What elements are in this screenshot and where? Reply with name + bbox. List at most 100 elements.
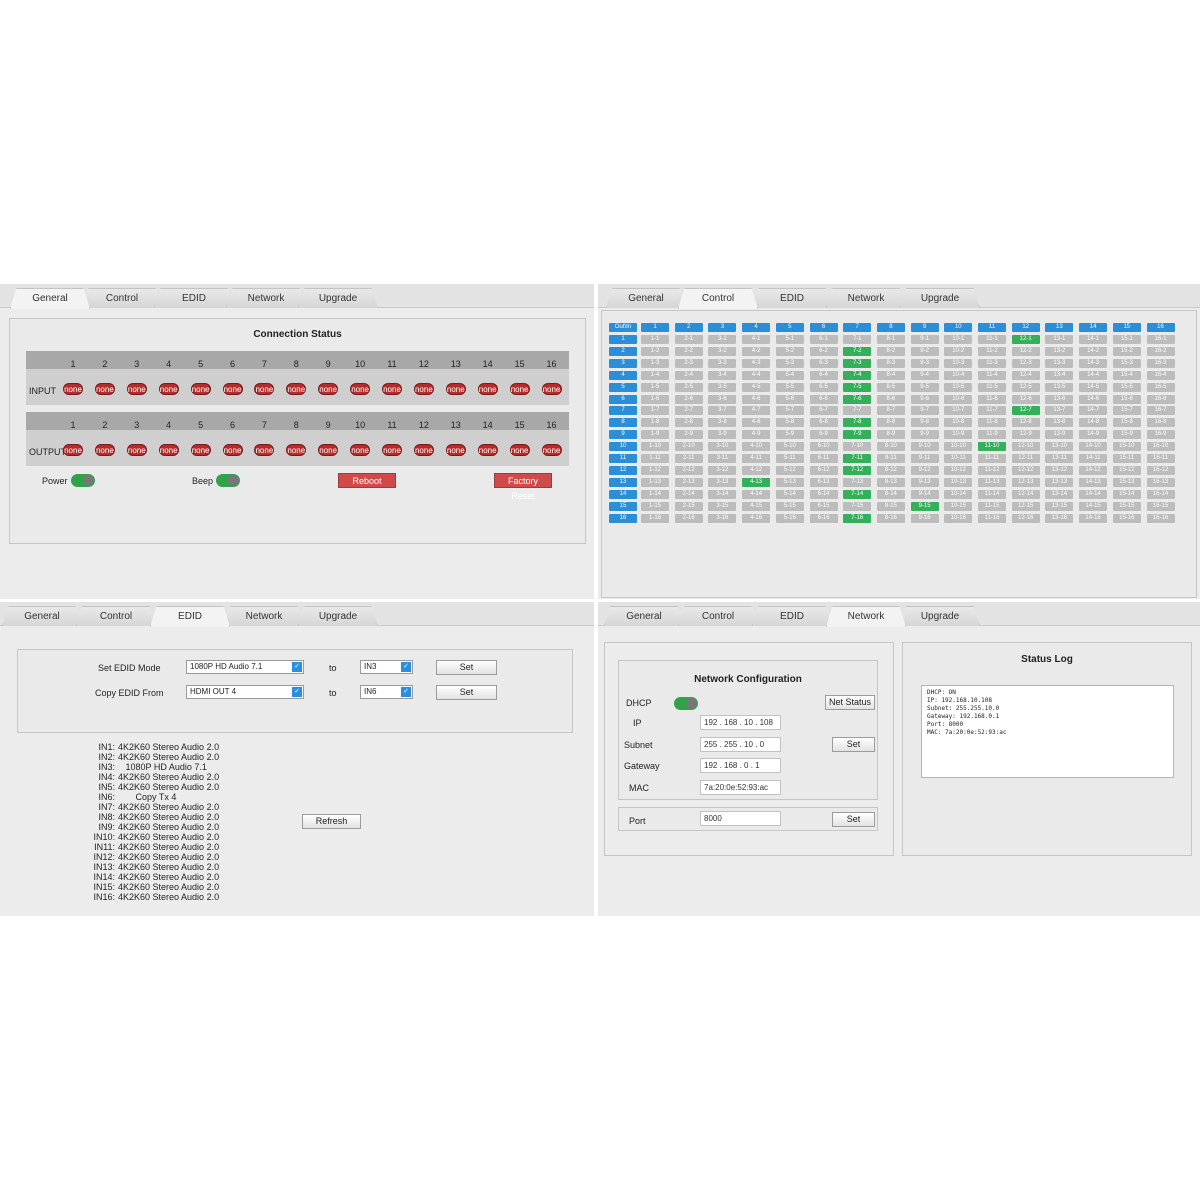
route-cell[interactable]: 1-14 <box>641 489 669 499</box>
route-cell[interactable]: 9-11 <box>910 454 939 463</box>
route-cell[interactable]: 3-3 <box>708 358 737 368</box>
route-cell[interactable]: 16-16 <box>1146 513 1175 523</box>
route-cell[interactable]: 7-9 <box>843 430 872 440</box>
route-cell[interactable]: 6-10 <box>809 442 838 452</box>
route-cell[interactable]: 3-11 <box>708 454 737 463</box>
route-cell[interactable]: 12-15 <box>1011 501 1040 511</box>
route-cell[interactable]: 13-6 <box>1045 394 1074 404</box>
route-cell[interactable]: 3-2 <box>708 346 737 356</box>
route-cell[interactable]: 6-6 <box>809 394 838 404</box>
route-cell[interactable]: 2-12 <box>674 465 703 475</box>
route-cell[interactable]: 5-2 <box>775 346 804 356</box>
route-cell[interactable]: 8-12 <box>876 465 905 475</box>
route-cell[interactable]: 8-4 <box>876 370 905 380</box>
output-row-header[interactable]: 7 <box>609 406 637 416</box>
subnet-field[interactable]: 255 . 255 . 10 . 0 <box>700 737 781 752</box>
route-cell[interactable]: 12-7 <box>1011 406 1040 416</box>
route-cell[interactable]: 2-8 <box>674 418 703 428</box>
route-cell[interactable]: 12-2 <box>1011 346 1040 356</box>
route-cell[interactable]: 2-6 <box>674 394 703 404</box>
route-cell[interactable]: 14-8 <box>1079 418 1108 428</box>
route-cell[interactable]: 8-5 <box>876 382 905 392</box>
route-cell[interactable]: 8-2 <box>876 346 905 356</box>
route-cell[interactable]: 4-3 <box>742 358 771 368</box>
route-cell[interactable]: 7-13 <box>843 477 872 487</box>
output-row-header[interactable]: 11 <box>609 454 637 463</box>
tab-general[interactable]: General <box>606 288 686 308</box>
route-cell[interactable]: 1-8 <box>641 418 669 428</box>
output-row-header[interactable]: 16 <box>609 513 637 523</box>
route-cell[interactable]: 8-15 <box>876 501 905 511</box>
route-cell[interactable]: 14-2 <box>1079 346 1108 356</box>
input-column-header[interactable]: 9 <box>910 323 939 332</box>
tab-network[interactable]: Network <box>826 288 906 308</box>
route-cell[interactable]: 6-12 <box>809 465 838 475</box>
route-cell[interactable]: 2-1 <box>674 335 703 344</box>
route-cell[interactable]: 15-10 <box>1112 442 1141 452</box>
route-cell[interactable]: 4-13 <box>742 477 771 487</box>
route-cell[interactable]: 15-7 <box>1112 406 1141 416</box>
route-cell[interactable]: 5-5 <box>775 382 804 392</box>
route-cell[interactable]: 10-4 <box>944 370 973 380</box>
route-cell[interactable]: 12-10 <box>1011 442 1040 452</box>
route-cell[interactable]: 16-2 <box>1146 346 1175 356</box>
tab-control[interactable]: Control <box>678 606 758 626</box>
tab-edid[interactable]: EDID <box>154 288 234 308</box>
route-cell[interactable]: 1-13 <box>641 477 669 487</box>
route-cell[interactable]: 5-8 <box>775 418 804 428</box>
copy-edid-select[interactable]: HDMI OUT 4 ✓ <box>186 685 304 699</box>
route-cell[interactable]: 10-5 <box>944 382 973 392</box>
route-cell[interactable]: 15-6 <box>1112 394 1141 404</box>
tab-control[interactable]: Control <box>76 606 156 626</box>
route-cell[interactable]: 7-8 <box>843 418 872 428</box>
edid-target-select-2[interactable]: IN6 ✓ <box>360 685 413 699</box>
route-cell[interactable]: 1-1 <box>641 335 669 344</box>
route-cell[interactable]: 9-3 <box>910 358 939 368</box>
route-cell[interactable]: 1-12 <box>641 465 669 475</box>
route-cell[interactable]: 4-5 <box>742 382 771 392</box>
route-cell[interactable]: 11-11 <box>978 454 1006 463</box>
dhcp-toggle[interactable] <box>674 697 698 710</box>
route-cell[interactable]: 12-11 <box>1011 454 1040 463</box>
route-cell[interactable]: 1-7 <box>641 406 669 416</box>
edid-target-select-1[interactable]: IN3 ✓ <box>360 660 413 674</box>
route-cell[interactable]: 15-11 <box>1112 454 1141 463</box>
route-cell[interactable]: 13-16 <box>1045 513 1074 523</box>
route-cell[interactable]: 14-15 <box>1079 501 1108 511</box>
route-cell[interactable]: 12-4 <box>1011 370 1040 380</box>
route-cell[interactable]: 11-5 <box>978 382 1006 392</box>
route-cell[interactable]: 8-14 <box>876 489 905 499</box>
route-cell[interactable]: 5-16 <box>775 513 804 523</box>
route-cell[interactable]: 7-12 <box>843 465 872 475</box>
tab-edid[interactable]: EDID <box>150 606 230 627</box>
output-row-header[interactable]: 15 <box>609 501 637 511</box>
route-cell[interactable]: 6-3 <box>809 358 838 368</box>
route-cell[interactable]: 7-5 <box>843 382 872 392</box>
route-cell[interactable]: 9-2 <box>910 346 939 356</box>
input-column-header[interactable]: 14 <box>1079 323 1108 332</box>
route-cell[interactable]: 16-4 <box>1146 370 1175 380</box>
route-cell[interactable]: 14-1 <box>1079 335 1108 344</box>
route-cell[interactable]: 4-11 <box>742 454 771 463</box>
route-cell[interactable]: 2-13 <box>674 477 703 487</box>
route-cell[interactable]: 8-16 <box>876 513 905 523</box>
route-cell[interactable]: 14-5 <box>1079 382 1108 392</box>
route-cell[interactable]: 10-13 <box>944 477 973 487</box>
route-cell[interactable]: 8-10 <box>876 442 905 452</box>
tab-network[interactable]: Network <box>826 606 906 627</box>
route-cell[interactable]: 11-2 <box>978 346 1006 356</box>
route-cell[interactable]: 9-16 <box>910 513 939 523</box>
route-cell[interactable]: 1-4 <box>641 370 669 380</box>
route-cell[interactable]: 9-6 <box>910 394 939 404</box>
route-cell[interactable]: 12-13 <box>1011 477 1040 487</box>
tab-edid[interactable]: EDID <box>752 606 832 626</box>
route-cell[interactable]: 14-9 <box>1079 430 1108 440</box>
route-cell[interactable]: 6-1 <box>809 335 838 344</box>
route-cell[interactable]: 4-9 <box>742 430 771 440</box>
route-cell[interactable]: 8-9 <box>876 430 905 440</box>
route-cell[interactable]: 7-7 <box>843 406 872 416</box>
route-cell[interactable]: 16-5 <box>1146 382 1175 392</box>
route-cell[interactable]: 1-2 <box>641 346 669 356</box>
output-row-header[interactable]: 3 <box>609 358 637 368</box>
route-cell[interactable]: 16-9 <box>1146 430 1175 440</box>
